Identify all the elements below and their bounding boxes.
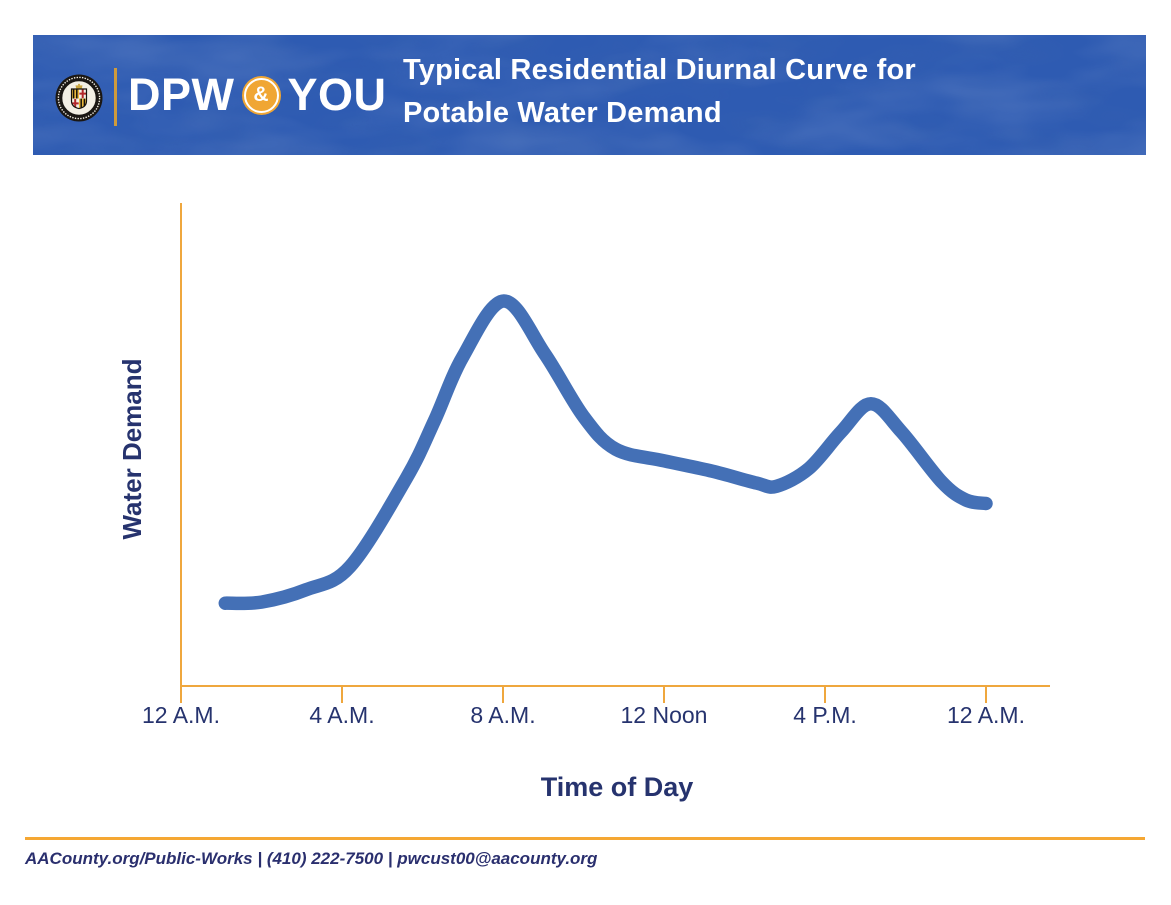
title-line-2: Potable Water Demand <box>403 97 722 129</box>
banner-content: DPW & YOU Typical Residential Diurnal Cu… <box>33 35 1146 155</box>
x-tick-label-3: 12 Noon <box>620 702 708 728</box>
water-demand-curve <box>218 294 993 611</box>
x-tick-label-0: 12 A.M. <box>142 702 220 728</box>
x-tick-label-5: 12 A.M. <box>947 702 1025 728</box>
brand-dpw: DPW <box>128 69 235 120</box>
county-seal-icon <box>55 74 103 122</box>
header-banner: DPW & YOU Typical Residential Diurnal Cu… <box>33 35 1146 155</box>
footer-contact: AACounty.org/Public-Works | (410) 222-75… <box>25 849 598 868</box>
x-tick-label-4: 4 P.M. <box>793 702 857 728</box>
x-tick-label-1: 4 A.M. <box>309 702 375 728</box>
x-tick-label-2: 8 A.M. <box>470 702 536 728</box>
header-divider <box>114 68 117 126</box>
title-line-1: Typical Residential Diurnal Curve for <box>403 54 916 86</box>
brand-you: YOU <box>287 69 387 120</box>
ampersand-badge: & <box>241 75 281 115</box>
x-axis-label: Time of Day <box>540 772 694 802</box>
dpw-and-you-logo: DPW & YOU <box>128 35 387 155</box>
footer-divider <box>25 837 1145 840</box>
banner-water-texture <box>33 35 1146 155</box>
ampersand: & <box>243 77 279 113</box>
chart-axes <box>180 203 1050 703</box>
page-title: Typical Residential Diurnal Curve for Po… <box>403 49 916 135</box>
y-axis-label: Water Demand <box>117 358 147 540</box>
